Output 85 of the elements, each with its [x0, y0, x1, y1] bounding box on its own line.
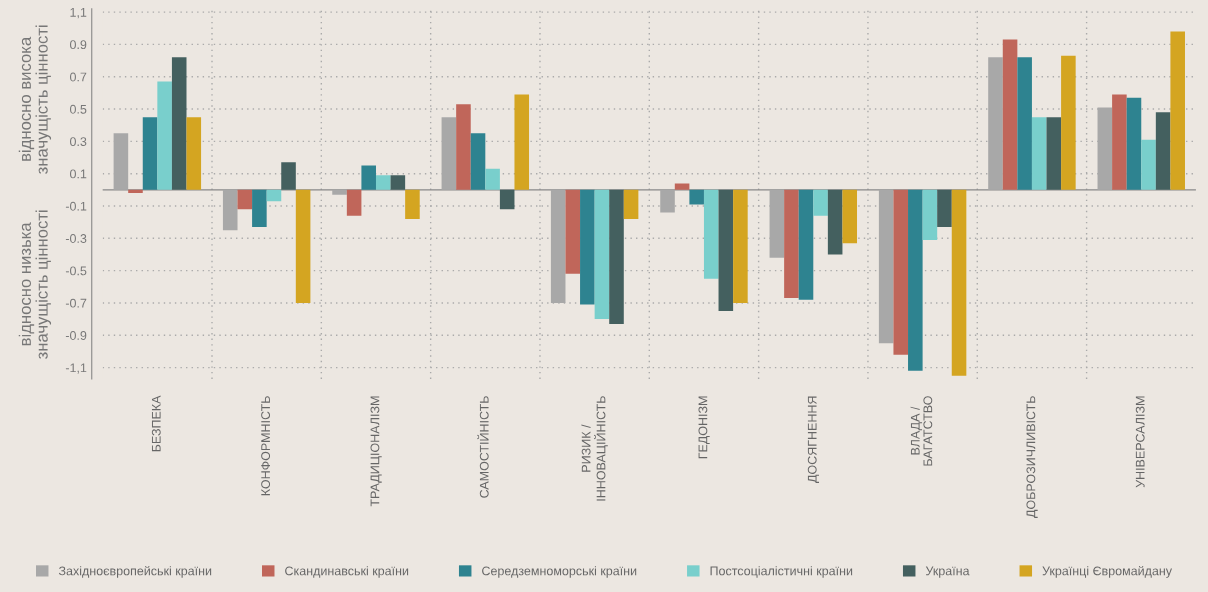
y-tick-label: 1,1	[70, 8, 87, 19]
legend-label: Постсоціалістичні країни	[710, 566, 853, 578]
bar	[332, 189, 347, 195]
bar	[266, 189, 282, 202]
bar	[813, 189, 828, 216]
bar	[456, 104, 471, 190]
bar	[222, 189, 238, 231]
bar	[784, 189, 799, 299]
y-tick-label: -0.1	[65, 201, 87, 211]
bar	[405, 189, 420, 219]
bar	[252, 189, 267, 227]
bar	[470, 133, 486, 190]
bar	[594, 189, 610, 320]
y-tick-label: -0.9	[65, 331, 87, 340]
bar	[281, 162, 296, 190]
bar	[1046, 117, 1062, 190]
bar	[171, 57, 187, 190]
bar	[128, 189, 143, 194]
bar	[922, 189, 938, 240]
bar	[1155, 112, 1171, 190]
x-tick-label: ГЕДОНІЗМ	[698, 396, 710, 459]
bar	[733, 189, 748, 303]
bar	[1061, 55, 1076, 190]
bar	[113, 133, 129, 190]
bar	[623, 189, 639, 219]
bar	[485, 168, 500, 190]
x-tick-label: ДОСЯГНЕННЯ	[807, 396, 820, 483]
y-tick-label: 0.1	[70, 169, 87, 179]
y-tick-label: 0.7	[70, 72, 87, 82]
bar	[1112, 94, 1127, 190]
bar	[951, 189, 967, 376]
y-tick-label: -0.3	[65, 234, 87, 243]
bar	[689, 189, 704, 205]
bar	[580, 189, 595, 305]
y-tick-label: 0.9	[70, 40, 87, 50]
bar	[1031, 117, 1047, 190]
x-tick-label: САМОСТІЙНІСТЬ	[477, 396, 489, 498]
x-tick-label: УНІВЕРСАЛІЗМ	[1135, 396, 1145, 488]
bar	[798, 189, 814, 300]
bar	[703, 189, 719, 279]
x-tick-label: ТРАДИЦІОНАЛІЗМ	[370, 396, 382, 507]
bar	[514, 94, 530, 190]
bar	[1002, 39, 1018, 190]
bar	[390, 175, 406, 190]
x-tick-label: БЕЗПЕКА	[151, 395, 161, 452]
bar	[375, 175, 391, 190]
y-tick-label: -1,1	[65, 363, 87, 374]
bar	[186, 117, 202, 190]
bar	[1170, 31, 1185, 190]
bar	[157, 81, 172, 190]
bar	[441, 117, 457, 190]
bar	[499, 189, 515, 210]
bar	[908, 189, 923, 371]
bar	[565, 189, 581, 274]
bar	[1017, 57, 1032, 190]
bar	[237, 189, 253, 210]
x-tick-label: КОНФОРМНІСТЬ	[261, 396, 271, 496]
y-tick-label: -0.7	[65, 298, 87, 308]
legend-label: Скандинавські країни	[285, 566, 409, 578]
legend-label: Середземноморські країни	[482, 566, 637, 578]
bar	[1126, 97, 1142, 190]
text: відносно висока значущість цінності	[18, 25, 52, 174]
bar	[842, 189, 858, 244]
bar	[718, 189, 734, 312]
bar	[827, 189, 843, 255]
bar	[142, 117, 158, 190]
x-tick-label: ВЛАДА / БАГАТСТВО	[910, 396, 933, 466]
bar	[1141, 139, 1156, 190]
bar	[609, 189, 624, 324]
legend-label: Україна	[925, 566, 970, 578]
bar	[937, 189, 952, 227]
bar	[361, 165, 376, 190]
bar	[674, 183, 690, 190]
y-tick-label: -0.5	[65, 266, 87, 276]
legend-label: Західноєвропейські країни	[58, 565, 212, 578]
bar	[295, 189, 311, 303]
legend-label: Українці Євромайдану	[1042, 565, 1173, 578]
y-tick-label: 0.5	[70, 104, 87, 114]
y-tick-label: 0.3	[70, 137, 87, 147]
x-tick-label: ДОБРОЗИЧЛИВІСТЬ	[1026, 396, 1038, 518]
bar	[878, 189, 894, 344]
bar	[346, 189, 362, 216]
bar	[893, 189, 909, 355]
x-tick-label: РИЗИК / ІННОВАЦІЙНІСТЬ	[581, 396, 608, 501]
text: відносно низька значущість цінності	[18, 210, 52, 359]
